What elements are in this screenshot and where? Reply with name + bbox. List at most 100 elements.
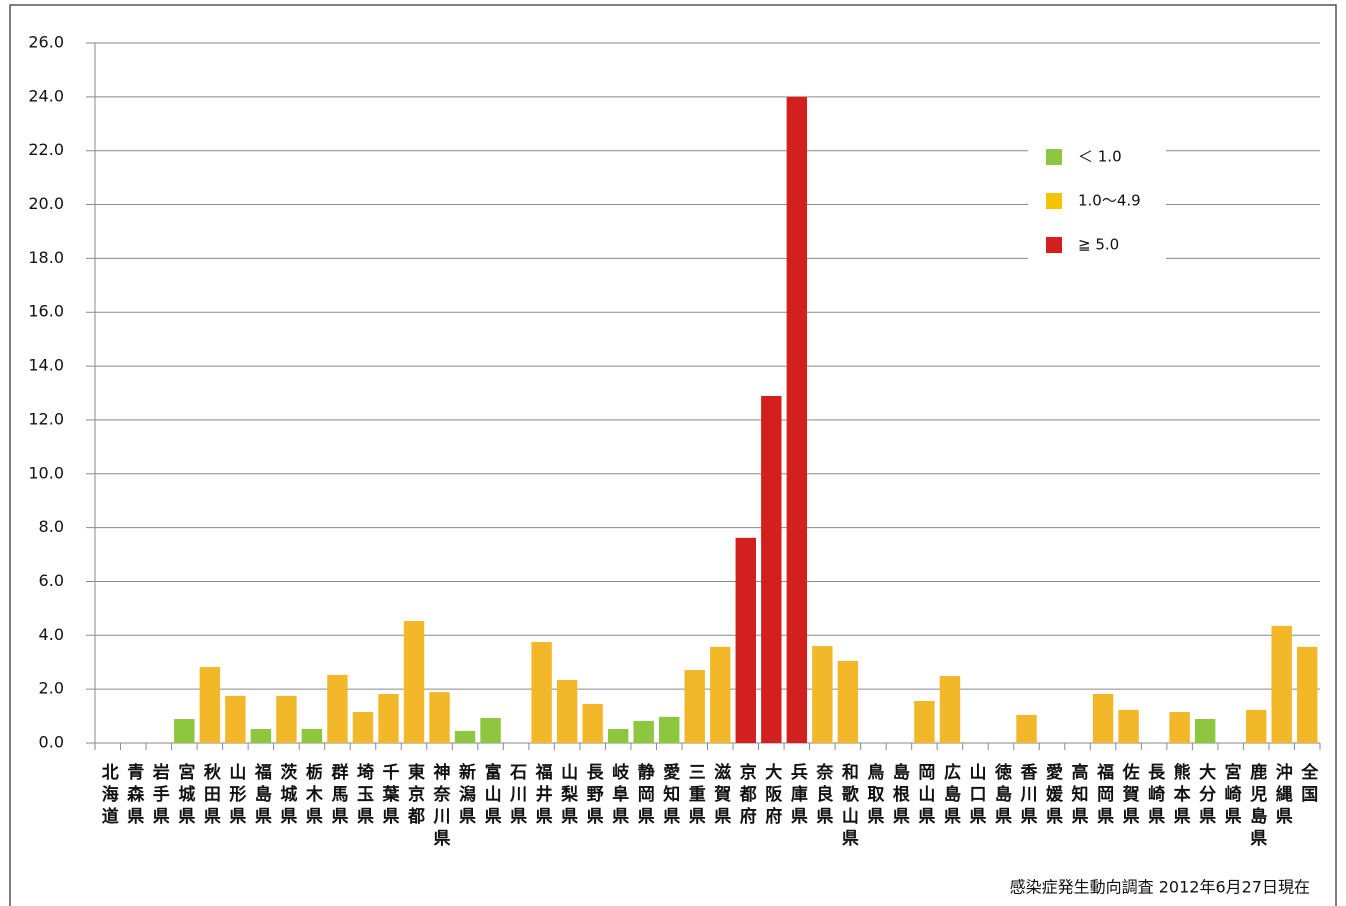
legend-swatch [1046, 149, 1062, 165]
bar [1169, 712, 1190, 743]
bar [531, 642, 552, 743]
x-tick-label: 沖縄県 [1272, 762, 1293, 829]
bar [352, 712, 374, 743]
y-tick-label: 20.0 [28, 194, 64, 213]
legend-label: 1.0〜4.9 [1078, 192, 1141, 210]
x-tick-label: 京都府 [736, 762, 758, 829]
x-tick-label: 富山県 [481, 762, 502, 829]
bar [684, 670, 705, 743]
x-tick-label: 鳥取県 [863, 762, 884, 829]
x-tick-label: 岩手県 [149, 762, 171, 829]
x-tick-label: 山口県 [965, 763, 986, 829]
bar [607, 729, 629, 743]
x-tick-label: 全国 [1297, 762, 1319, 807]
frame [9, 4, 1337, 906]
x-tick-label: 栃木県 [302, 762, 324, 829]
x-tick-label: 福井県 [532, 762, 554, 829]
y-tick-label: 8.0 [39, 517, 64, 536]
x-tick-label: 北海道 [98, 763, 119, 829]
bar [199, 667, 221, 743]
y-tick-label: 0.0 [39, 733, 64, 752]
bar [174, 719, 195, 743]
x-tick-label: 和歌山県 [838, 763, 859, 851]
x-tick-label: 福島県 [251, 762, 273, 829]
x-tick-label: 島根県 [889, 762, 910, 829]
bar [1118, 709, 1139, 743]
x-tick-label: 神奈川県 [430, 762, 452, 851]
bar [659, 716, 680, 743]
bar [786, 96, 808, 744]
x-tick-label: 埼玉県 [353, 762, 374, 829]
bar [378, 694, 399, 743]
note: 感染症発生動向調査 2012年6月27日現在 [1010, 878, 1310, 897]
y-tick-label: 26.0 [28, 33, 64, 52]
bar [276, 695, 297, 743]
x-tick-label: 兵庫県 [787, 762, 808, 829]
x-tick-label: 山梨県 [557, 763, 579, 829]
x-tick-label: 秋田県 [200, 762, 221, 829]
x-tick-label: 滋賀県 [710, 762, 732, 829]
bar [327, 674, 348, 743]
x-tick-label: 奈良県 [812, 762, 834, 829]
bar [1297, 646, 1318, 743]
y-tick-label: 16.0 [28, 302, 64, 321]
y-tick-label: 4.0 [39, 625, 64, 644]
x-tick-label: 長野県 [583, 763, 604, 829]
bar [1245, 709, 1267, 743]
bar [1271, 625, 1292, 743]
bar [480, 717, 501, 743]
x-tick-label: 佐賀県 [1119, 762, 1141, 829]
x-tick-label: 群馬県 [327, 762, 348, 829]
x-tick-label: 岐阜県 [608, 762, 629, 829]
x-tick-label: 新潟県 [455, 762, 476, 829]
bar [250, 729, 272, 743]
x-tick-label: 福岡県 [1093, 762, 1115, 829]
y-tick-label: 10.0 [28, 463, 64, 482]
x-tick-label: 愛媛県 [1042, 762, 1064, 829]
legend-swatch [1046, 193, 1062, 209]
bar [1016, 715, 1037, 743]
bar [761, 395, 782, 743]
bar [429, 692, 450, 743]
bar [1194, 719, 1216, 743]
bar [735, 537, 756, 743]
x-tick-label: 石川県 [506, 763, 528, 829]
legend-label: ≧ 5.0 [1078, 236, 1119, 254]
y-tick-label: 24.0 [28, 86, 64, 105]
x-tick-label: 大阪府 [761, 762, 782, 829]
x-tick-label: 千葉県 [378, 763, 400, 829]
bar [837, 660, 859, 743]
x-tick-label: 徳島県 [991, 762, 1013, 829]
y-tick-label: 6.0 [39, 571, 64, 590]
bar [225, 695, 246, 743]
x-tick-label: 熊本県 [1170, 762, 1191, 829]
x-tick-label: 鹿児島県 [1246, 762, 1268, 851]
x-tick-label: 宮城県 [174, 762, 195, 829]
y-tick-label: 22.0 [28, 140, 64, 159]
bar [582, 703, 603, 743]
x-tick-label: 岡山県 [914, 763, 935, 829]
x-tick-label: 高知県 [1068, 762, 1090, 829]
x-tick-label: 東京都 [404, 762, 426, 829]
y-tick-label: 14.0 [28, 356, 64, 375]
legend-swatch [1046, 237, 1062, 253]
bar [939, 675, 961, 743]
bar [556, 680, 578, 743]
bar [710, 646, 731, 743]
x-tick-label: 香川県 [1017, 763, 1039, 829]
x-tick-label: 青森県 [123, 762, 144, 829]
bar [403, 621, 425, 743]
x-tick-label: 愛知県 [659, 762, 681, 829]
bar [301, 729, 323, 743]
x-tick-label: 茨城県 [276, 762, 297, 829]
x-tick-label: 広島県 [940, 762, 961, 829]
y-tick-label: 12.0 [28, 409, 64, 428]
x-tick-label: 宮崎県 [1221, 762, 1242, 829]
bar [812, 646, 833, 743]
legend-label: ＜ 1.0 [1078, 148, 1122, 166]
y-tick-label: 2.0 [39, 679, 64, 698]
x-tick-label: 山形県 [225, 763, 246, 829]
x-tick-label: 長崎県 [1144, 763, 1165, 829]
